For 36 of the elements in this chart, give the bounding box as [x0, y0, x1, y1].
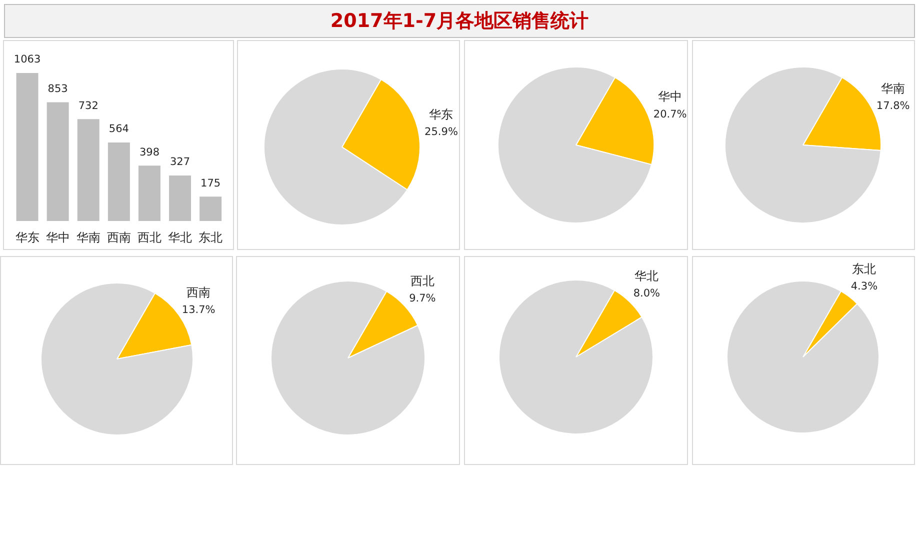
slice-label: 西南 [186, 285, 211, 300]
slice-label: 华中 [658, 90, 682, 104]
x-tick-label: 西北 [137, 230, 162, 244]
bar [46, 102, 69, 221]
data-label: 20.7% [653, 108, 687, 120]
data-label: 8.0% [633, 288, 660, 300]
slice-label: 华南 [881, 81, 906, 96]
x-tick-label: 西南 [106, 230, 131, 244]
data-label: 564 [108, 123, 130, 136]
bar [108, 142, 130, 221]
data-label: 398 [139, 146, 160, 158]
bar [138, 166, 160, 221]
bar [169, 175, 192, 221]
x-tick-label: 华南 [76, 230, 100, 244]
x-tick-label: 华中 [46, 230, 70, 244]
slice-label: 华东 [429, 108, 454, 122]
bar [200, 196, 222, 221]
x-tick-label: 华东 [15, 230, 40, 244]
text: 2017年1-7月各地区销售统计 [330, 9, 589, 34]
data-label: 4.3% [850, 280, 878, 293]
bar [77, 119, 100, 221]
data-label: 25.9% [424, 126, 458, 138]
data-label: 175 [200, 177, 221, 190]
data-label: 9.7% [409, 292, 436, 304]
data-label: 853 [48, 82, 68, 95]
data-label: 1063 [14, 54, 41, 66]
slice-label: 华北 [634, 268, 659, 283]
data-label: 17.8% [876, 100, 910, 112]
data-label: 327 [170, 156, 190, 168]
x-tick-label: 华北 [168, 230, 192, 244]
slice-label: 西北 [410, 274, 434, 288]
data-label: 13.7% [182, 304, 216, 316]
bar [16, 73, 38, 221]
x-tick-label: 东北 [198, 230, 223, 244]
data-label: 732 [78, 100, 98, 112]
slice-label: 东北 [852, 262, 876, 276]
